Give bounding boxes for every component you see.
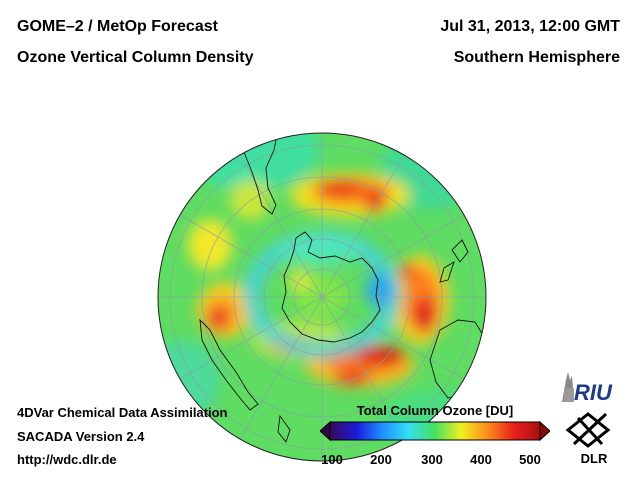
logos: RIU DLR: [562, 372, 613, 466]
footer-line2: SACADA Version 2.4: [17, 429, 145, 444]
colorbar-tick: 400: [470, 452, 492, 467]
dlr-logo: [565, 412, 611, 448]
colorbar-title: Total Column Ozone [DU]: [356, 403, 514, 418]
colorbar-min-arrow: [320, 420, 331, 442]
title-right: Jul 31, 2013, 12:00 GMT: [440, 18, 620, 35]
title-left: GOME–2 / MetOp Forecast: [17, 18, 218, 35]
colorbar-tick: 300: [421, 452, 443, 467]
colorbar-tick: 200: [370, 452, 392, 467]
riu-logo-text: RIU: [574, 380, 613, 405]
colorbar-max-arrow: [539, 420, 550, 442]
footer-line3: http://wdc.dlr.de: [17, 452, 117, 467]
colorbar-tick: 500: [519, 452, 541, 467]
colorbar-tick: 100: [321, 452, 343, 467]
graticule: [158, 133, 486, 461]
subtitle-left: Ozone Vertical Column Density: [17, 49, 254, 66]
colorbar: [320, 420, 550, 442]
dlr-logo-text: DLR: [581, 451, 608, 466]
subtitle-right: Southern Hemisphere: [453, 49, 620, 66]
footer-line1: 4DVar Chemical Data Assimilation: [17, 405, 228, 420]
colorbar-gradient: [329, 421, 541, 441]
riu-logo: RIU: [562, 372, 613, 405]
globe-outline: [157, 132, 487, 462]
